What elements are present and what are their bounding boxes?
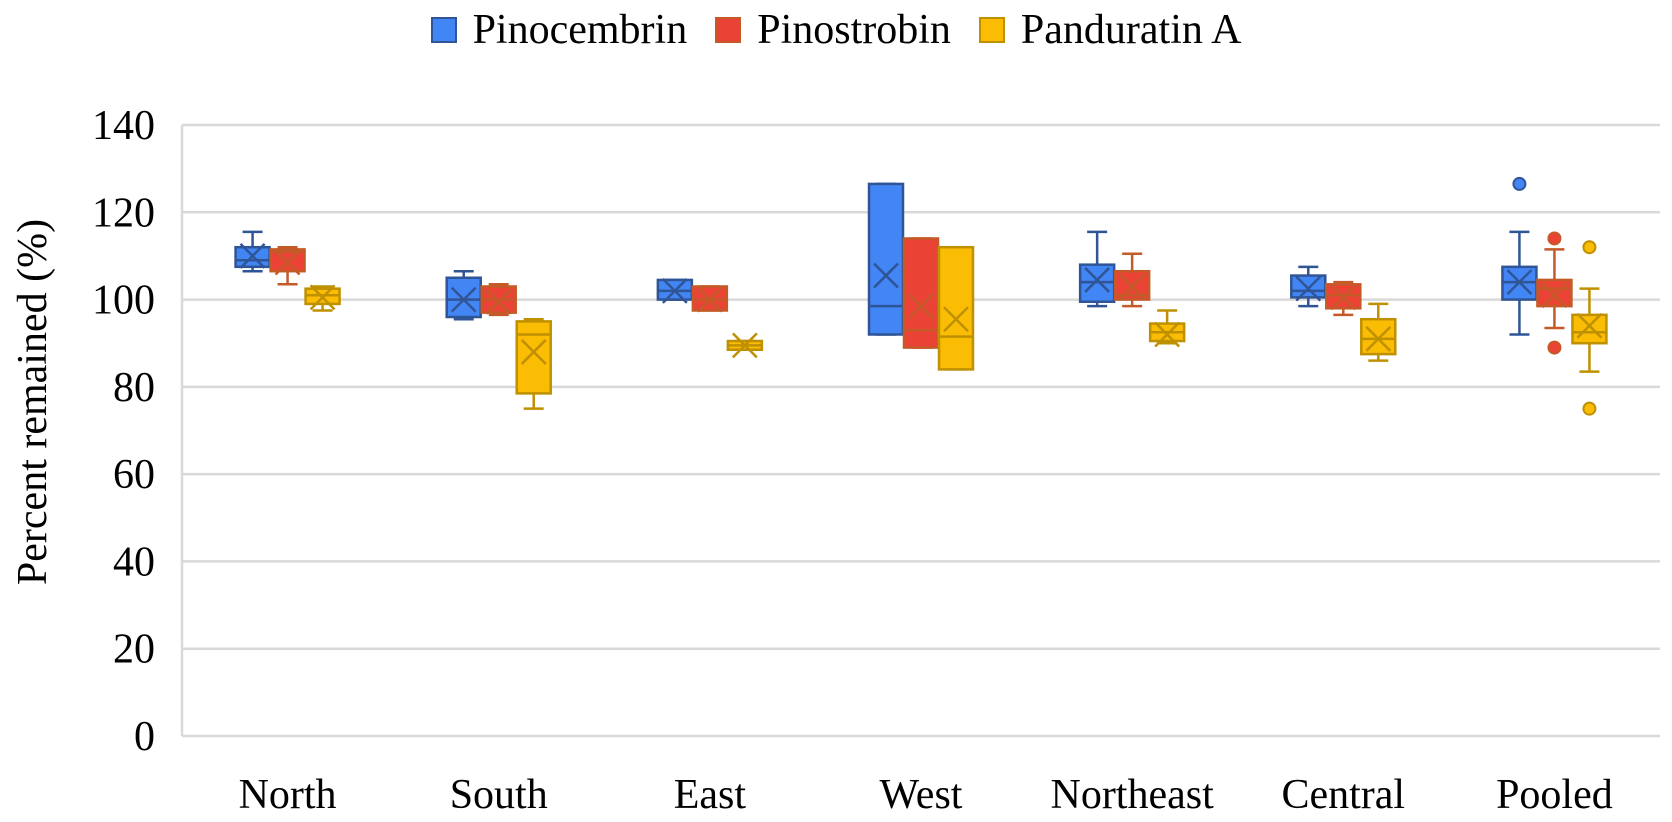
legend-label: Pinostrobin (757, 7, 951, 53)
legend-label: Pinocembrin (472, 7, 688, 53)
mean-marker (274, 249, 301, 276)
x-axis-ticks: North South East West Northeast Central Pooled (239, 772, 1613, 818)
x-tick-label: West (880, 772, 963, 818)
mean-marker (943, 306, 969, 333)
box-south-panduratin-a (515, 317, 552, 410)
chart-legend: Pinocembrin Pinostrobin Panduratin A (0, 6, 1672, 54)
y-tick-label: 20 (113, 627, 155, 673)
y-tick-label: 40 (113, 539, 155, 585)
mean-marker (1506, 269, 1533, 295)
legend-swatch-pinocembrin (430, 17, 457, 43)
boxes (234, 176, 1608, 416)
y-tick-label: 120 (92, 190, 155, 236)
box-north-pinostrobin (269, 245, 306, 286)
legend-label: Panduratin A (1020, 7, 1242, 53)
outlier-point (1512, 176, 1527, 191)
mean-marker (485, 288, 512, 315)
mean-marker (450, 286, 477, 313)
y-axis-label: Percent remained (%) (10, 219, 56, 585)
box-northeast-pinocembrin (1078, 230, 1116, 308)
box-central-pinocembrin (1290, 265, 1327, 308)
box-east-panduratin-a (726, 332, 764, 359)
y-tick-label: 80 (113, 365, 155, 411)
mean-marker (1576, 312, 1603, 339)
mean-marker (696, 286, 723, 313)
y-tick-label: 100 (92, 278, 155, 324)
y-tick-label: 60 (113, 452, 155, 498)
box-north-pinocembrin (234, 230, 271, 273)
box-central-panduratin-a (1360, 302, 1397, 362)
y-tick-label: 140 (92, 103, 155, 149)
box-pooled-panduratin-a (1571, 240, 1608, 416)
mean-marker (873, 262, 899, 289)
outlier-point (1582, 401, 1597, 416)
box-iqr (1290, 274, 1327, 299)
box-iqr (1571, 313, 1608, 345)
outlier-point (1582, 240, 1597, 255)
box-iqr (1360, 317, 1397, 356)
legend-item-pinocembrin: Pinocembrin (430, 6, 688, 54)
x-tick-label: East (674, 772, 747, 818)
outlier-point (1547, 340, 1562, 355)
box-pooled-pinostrobin (1536, 231, 1573, 355)
box-iqr (867, 182, 905, 336)
y-axis-ticks: 0 20 40 60 80 100 120 140 (92, 103, 155, 760)
box-east-pinocembrin (656, 277, 694, 304)
mean-marker (520, 339, 547, 365)
outlier-point (1547, 231, 1562, 246)
gridlines (180, 123, 1660, 738)
box-east-pinostrobin (691, 285, 729, 313)
box-south-pinocembrin (445, 269, 482, 321)
legend-item-panduratin-a: Panduratin A (978, 6, 1242, 54)
box-northeast-pinostrobin (1113, 252, 1151, 308)
mean-marker (908, 293, 934, 320)
box-central-pinostrobin (1325, 280, 1362, 317)
y-tick-label: 0 (134, 714, 155, 760)
legend-item-pinostrobin: Pinostrobin (715, 6, 951, 54)
x-tick-label: Pooled (1496, 772, 1613, 818)
x-tick-label: Northeast (1050, 772, 1214, 818)
box-north-panduratin-a (304, 284, 341, 312)
x-tick-label: North (239, 772, 337, 818)
box-pooled-pinocembrin (1501, 176, 1538, 336)
box-iqr (515, 320, 552, 395)
box-west-panduratin-a (937, 245, 975, 371)
mean-marker (1119, 273, 1146, 300)
mean-marker (731, 332, 758, 359)
box-northeast-panduratin-a (1148, 309, 1186, 348)
box-south-pinostrobin (480, 283, 517, 317)
mean-marker (309, 284, 336, 311)
x-tick-label: South (450, 772, 548, 818)
mean-marker (1084, 267, 1111, 293)
box-west-pinostrobin (902, 237, 940, 349)
mean-marker (1330, 284, 1357, 311)
x-tick-label: Central (1281, 772, 1405, 818)
legend-swatch-pinostrobin (715, 17, 742, 43)
mean-marker (1295, 275, 1322, 302)
mean-marker (661, 277, 688, 304)
box-west-pinocembrin (867, 182, 905, 336)
mean-marker (1365, 325, 1392, 352)
legend-swatch-panduratin-a (978, 17, 1005, 43)
mean-marker (1541, 282, 1568, 309)
box-iqr (445, 276, 482, 319)
mean-marker (239, 243, 266, 269)
mean-marker (1154, 321, 1181, 348)
